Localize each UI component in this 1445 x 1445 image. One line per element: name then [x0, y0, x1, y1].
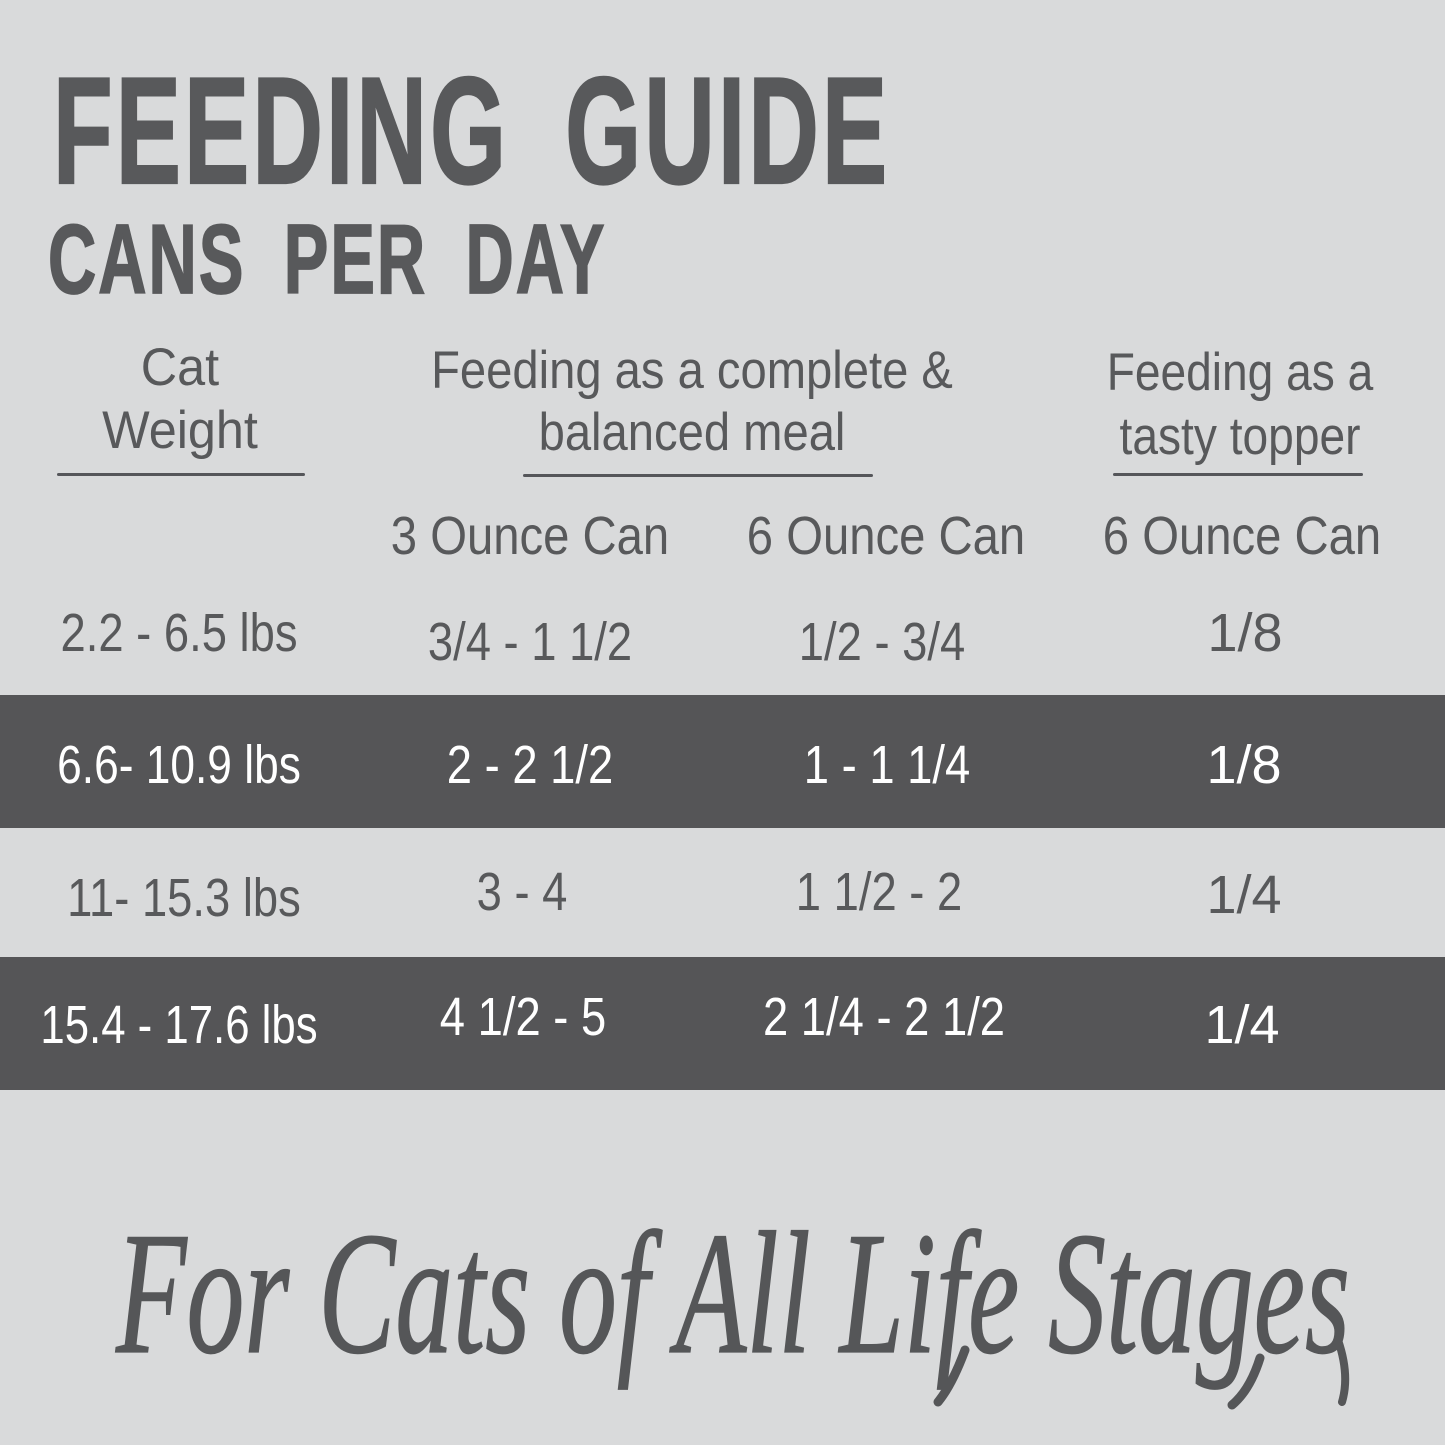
svg-text:For Cats of All Life Stages: For Cats of All Life Stages [115, 1196, 1350, 1390]
